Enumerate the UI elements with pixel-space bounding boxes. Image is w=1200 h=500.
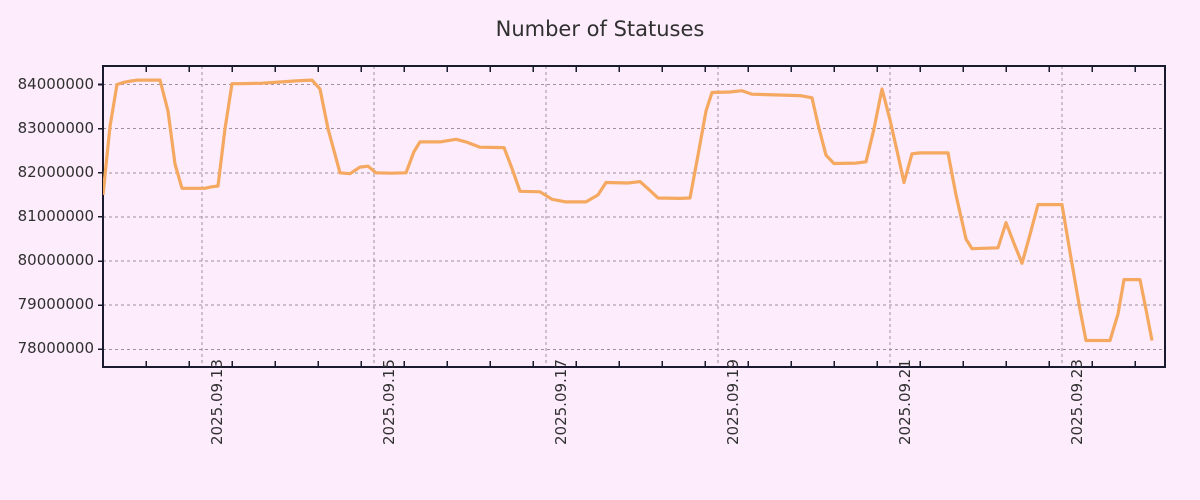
x-axis-tick-label: 2025.09.21	[896, 359, 914, 445]
chart-title: Number of Statuses	[495, 17, 705, 41]
x-axis-tick-label: 2025.09.19	[724, 359, 742, 445]
x-axis-tick-label: 2025.09.23	[1068, 359, 1086, 445]
x-axis-tick-label: 2025.09.13	[208, 359, 226, 445]
x-axis-tick-label: 2025.09.17	[552, 359, 570, 445]
y-axis-tick-label: 78000000	[17, 339, 94, 358]
x-axis-tick-label: 2025.09.15	[380, 359, 398, 445]
y-axis-tick-label: 81000000	[17, 206, 94, 225]
axis-ticks	[98, 66, 1136, 367]
y-axis-tick-label: 84000000	[17, 74, 94, 93]
y-axis-tick-label: 82000000	[17, 162, 94, 181]
y-axis-tick-label: 80000000	[17, 251, 94, 270]
data-series-line	[103, 78, 1154, 343]
y-axis-tick-label: 83000000	[17, 118, 94, 137]
grid-lines	[103, 66, 1165, 367]
y-axis-tick-label: 79000000	[17, 295, 94, 314]
